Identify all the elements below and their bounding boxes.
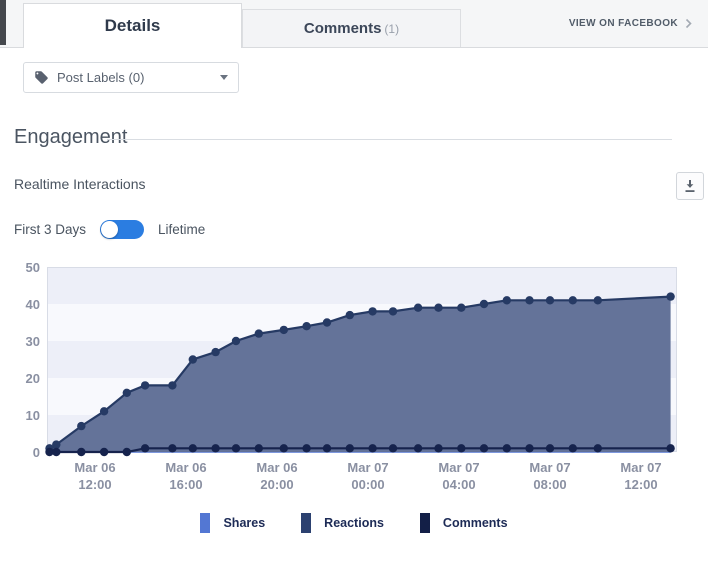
legend-item-reactions[interactable]: Reactions	[301, 513, 384, 533]
post-labels-label: Post Labels (0)	[57, 70, 145, 85]
timeframe-toggle[interactable]	[100, 220, 144, 239]
svg-text:04:00: 04:00	[442, 477, 475, 492]
legend-item-comments[interactable]: Comments	[419, 513, 508, 533]
chevron-right-icon	[685, 18, 692, 29]
legend-label-shares: Shares	[223, 516, 266, 530]
legend-label-comments: Comments	[442, 516, 508, 530]
svg-text:40: 40	[26, 297, 40, 312]
section-title: Engagement	[14, 126, 128, 148]
svg-text:0: 0	[33, 445, 40, 460]
svg-text:Mar 06: Mar 06	[256, 460, 297, 475]
chart-legend: Shares Reactions Comments	[0, 513, 708, 533]
toggle-right-label: Lifetime	[158, 222, 206, 237]
caret-down-icon	[220, 75, 228, 80]
toggle-knob	[101, 221, 118, 238]
svg-text:50: 50	[26, 260, 40, 275]
svg-text:12:00: 12:00	[78, 477, 111, 492]
tab-details[interactable]: Details	[23, 3, 242, 48]
view-on-facebook-label: VIEW ON FACEBOOK	[568, 18, 678, 29]
post-labels-dropdown[interactable]: Post Labels (0)	[23, 62, 239, 93]
svg-text:20: 20	[26, 371, 40, 386]
svg-text:12:00: 12:00	[624, 477, 657, 492]
svg-text:Mar 07: Mar 07	[438, 460, 479, 475]
tab-details-label: Details	[104, 16, 161, 35]
view-on-facebook-link[interactable]: VIEW ON FACEBOOK	[569, 0, 692, 47]
tab-comments-count: (1)	[384, 22, 400, 36]
svg-text:20:00: 20:00	[260, 477, 293, 492]
backdrop-edge	[0, 0, 6, 45]
tab-bar: Details Comments (1) VIEW ON FACEBOOK	[0, 0, 708, 48]
svg-text:10: 10	[26, 408, 40, 423]
svg-text:08:00: 08:00	[533, 477, 566, 492]
svg-text:Mar 06: Mar 06	[165, 460, 206, 475]
download-icon	[685, 180, 695, 192]
legend-item-shares[interactable]: Shares	[200, 513, 265, 533]
svg-text:Mar 07: Mar 07	[347, 460, 388, 475]
legend-swatch-reactions	[301, 513, 312, 533]
svg-text:Mar 06: Mar 06	[74, 460, 115, 475]
subsection-title: Realtime Interactions	[14, 176, 146, 192]
tab-comments[interactable]: Comments (1)	[242, 9, 461, 47]
tag-icon	[35, 71, 48, 84]
svg-text:30: 30	[26, 334, 40, 349]
legend-swatch-shares	[200, 513, 211, 533]
legend-swatch-comments	[419, 513, 430, 533]
svg-text:Mar 07: Mar 07	[529, 460, 570, 475]
toggle-left-label: First 3 Days	[14, 222, 87, 237]
download-button[interactable]	[676, 172, 704, 200]
svg-text:16:00: 16:00	[169, 477, 202, 492]
svg-text:Mar 07: Mar 07	[620, 460, 661, 475]
svg-text:00:00: 00:00	[351, 477, 384, 492]
section-divider	[107, 139, 672, 140]
tab-comments-label: Comments	[303, 20, 382, 37]
legend-label-reactions: Reactions	[324, 516, 384, 530]
